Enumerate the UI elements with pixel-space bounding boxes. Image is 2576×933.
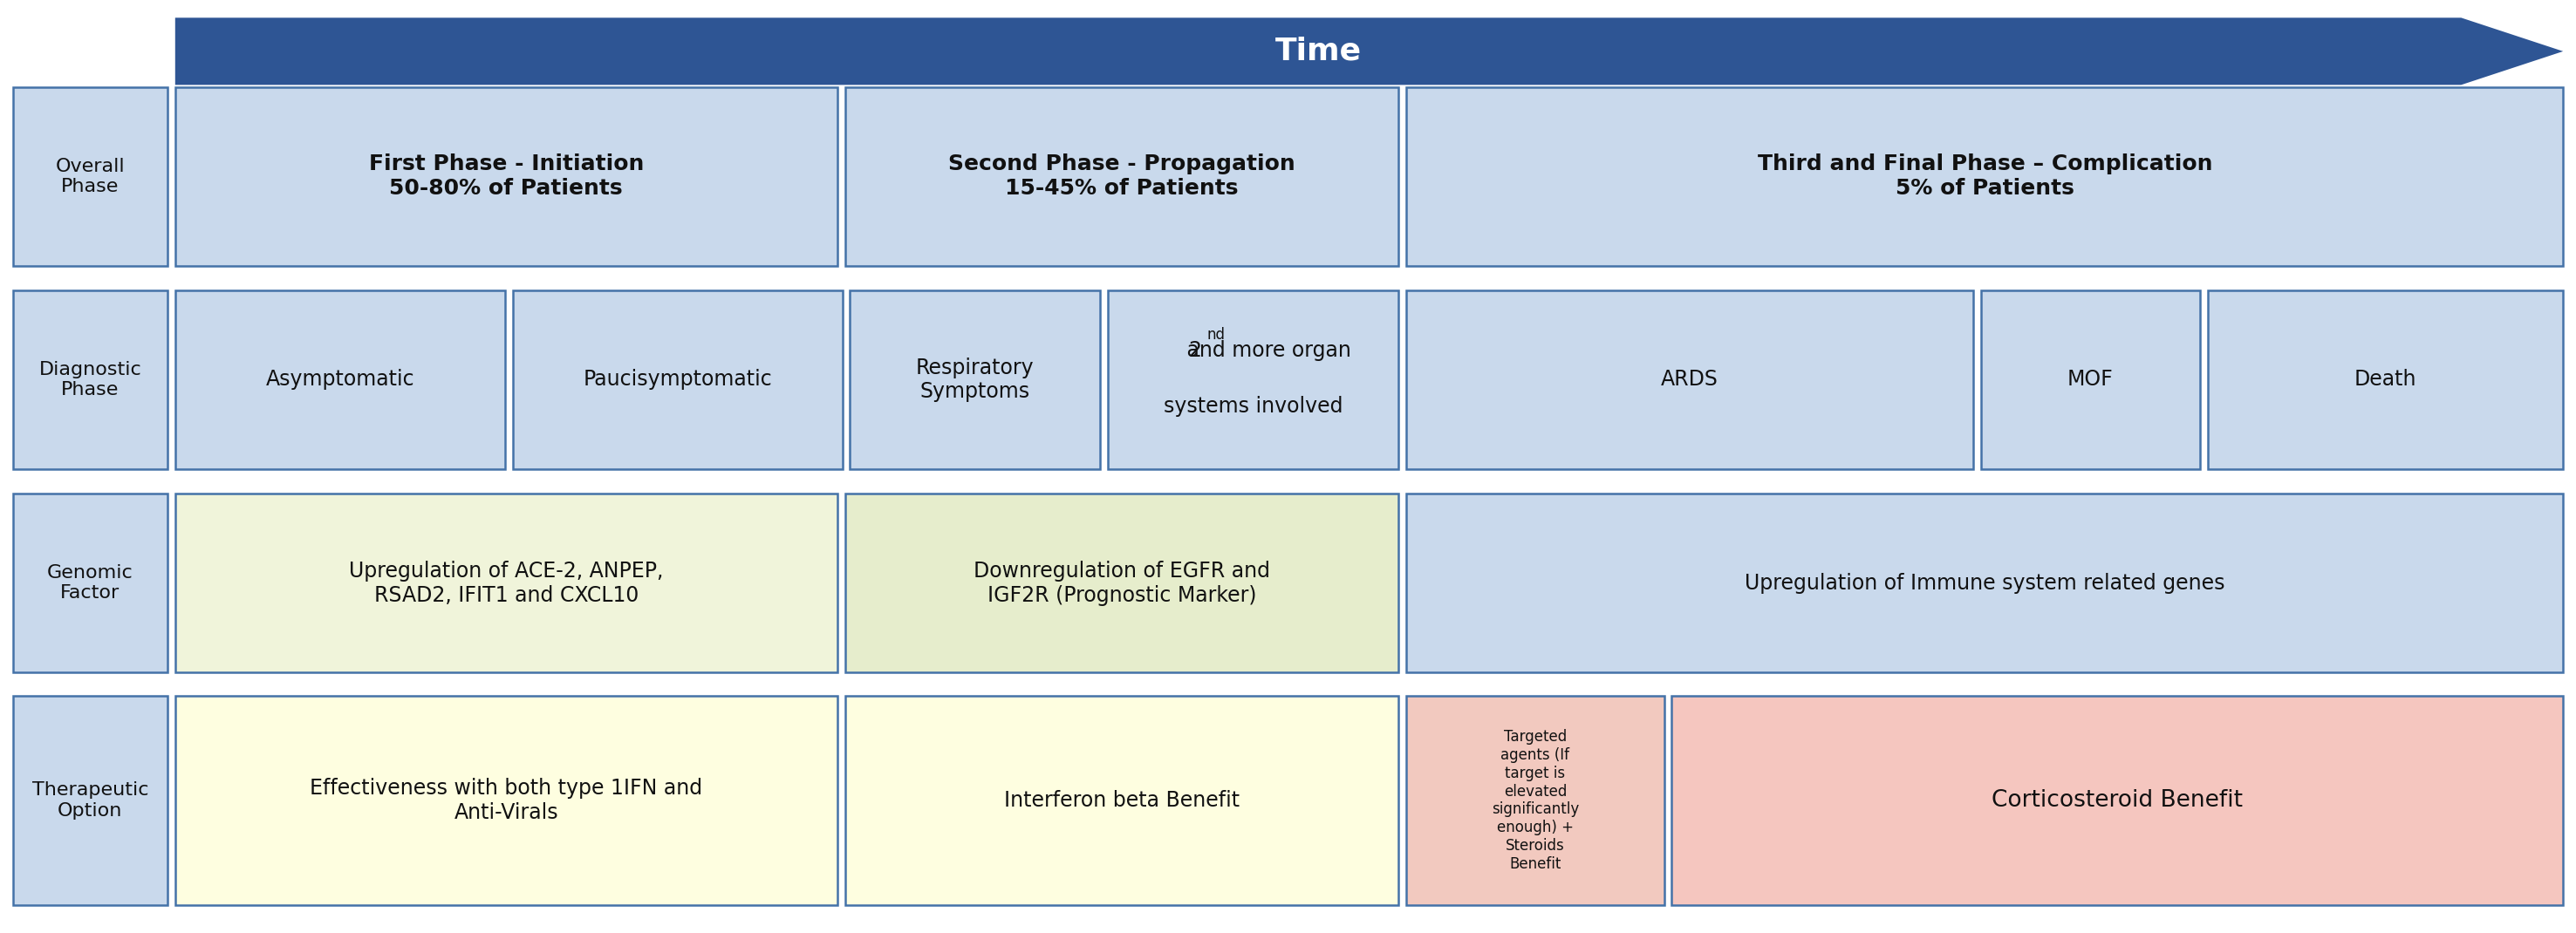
Polygon shape: [175, 18, 2563, 85]
Text: Genomic
Factor: Genomic Factor: [46, 564, 134, 602]
FancyBboxPatch shape: [513, 290, 842, 469]
FancyBboxPatch shape: [175, 290, 505, 469]
FancyBboxPatch shape: [1406, 87, 2563, 266]
Text: Effectiveness with both type 1IFN and
Anti-Virals: Effectiveness with both type 1IFN and An…: [309, 778, 703, 823]
FancyBboxPatch shape: [1108, 290, 1399, 469]
Text: Interferon beta Benefit: Interferon beta Benefit: [1005, 790, 1239, 811]
Text: Therapeutic
Option: Therapeutic Option: [31, 782, 149, 819]
FancyBboxPatch shape: [850, 290, 1100, 469]
Text: Targeted
agents (If
target is
elevated
significantly
enough) +
Steroids
Benefit: Targeted agents (If target is elevated s…: [1492, 730, 1579, 871]
FancyBboxPatch shape: [1672, 696, 2563, 905]
Text: Corticosteroid Benefit: Corticosteroid Benefit: [1991, 789, 2244, 812]
Text: Third and Final Phase – Complication
5% of Patients: Third and Final Phase – Complication 5% …: [1757, 154, 2213, 199]
FancyBboxPatch shape: [2208, 290, 2563, 469]
Text: First Phase - Initiation
50-80% of Patients: First Phase - Initiation 50-80% of Patie…: [368, 154, 644, 199]
FancyBboxPatch shape: [175, 87, 837, 266]
FancyBboxPatch shape: [175, 696, 837, 905]
Text: and more organ: and more organ: [1180, 340, 1352, 361]
Text: Death: Death: [2354, 369, 2416, 390]
FancyBboxPatch shape: [1406, 696, 1664, 905]
Text: ARDS: ARDS: [1662, 369, 1718, 390]
Text: Paucisymptomatic: Paucisymptomatic: [582, 369, 773, 390]
Text: systems involved: systems involved: [1164, 396, 1342, 417]
Text: 2: 2: [1188, 340, 1200, 361]
Text: Diagnostic
Phase: Diagnostic Phase: [39, 361, 142, 398]
FancyBboxPatch shape: [175, 494, 837, 673]
FancyBboxPatch shape: [13, 696, 167, 905]
Text: Respiratory
Symptoms: Respiratory Symptoms: [917, 357, 1033, 402]
Text: Downregulation of EGFR and
IGF2R (Prognostic Marker): Downregulation of EGFR and IGF2R (Progno…: [974, 561, 1270, 606]
FancyBboxPatch shape: [845, 696, 1399, 905]
Text: Overall
Phase: Overall Phase: [57, 158, 124, 195]
FancyBboxPatch shape: [1981, 290, 2200, 469]
Text: Upregulation of Immune system related genes: Upregulation of Immune system related ge…: [1744, 573, 2226, 593]
Text: MOF: MOF: [2069, 369, 2112, 390]
Text: Asymptomatic: Asymptomatic: [265, 369, 415, 390]
Text: Second Phase - Propagation
15-45% of Patients: Second Phase - Propagation 15-45% of Pat…: [948, 154, 1296, 199]
FancyBboxPatch shape: [13, 87, 167, 266]
Text: Upregulation of ACE-2, ANPEP,
RSAD2, IFIT1 and CXCL10: Upregulation of ACE-2, ANPEP, RSAD2, IFI…: [348, 561, 665, 606]
Text: nd: nd: [1206, 327, 1226, 343]
FancyBboxPatch shape: [1406, 494, 2563, 673]
FancyBboxPatch shape: [13, 290, 167, 469]
FancyBboxPatch shape: [1406, 290, 1973, 469]
FancyBboxPatch shape: [13, 494, 167, 673]
FancyBboxPatch shape: [845, 494, 1399, 673]
Text: Time: Time: [1275, 36, 1360, 66]
FancyBboxPatch shape: [845, 87, 1399, 266]
